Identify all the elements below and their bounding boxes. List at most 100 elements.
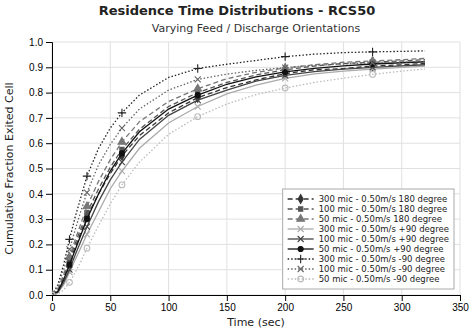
tick: 250: [336, 295, 353, 313]
legend-marker: [298, 266, 304, 272]
legend-marker: [298, 236, 304, 242]
tick-mark: [227, 295, 228, 301]
legend-label: 300 mic - 0.50m/s -90 degree: [319, 254, 445, 264]
tick-mark: [46, 270, 52, 271]
series-marker: [84, 245, 90, 251]
series-marker: [283, 69, 288, 78]
series-marker: [195, 104, 201, 110]
tick-label: 0.5: [29, 163, 43, 174]
series-marker: [119, 125, 125, 131]
tick: 0.6: [29, 138, 52, 149]
series-marker: [194, 84, 202, 91]
tick-label: 1.0: [29, 37, 43, 48]
grid-line-y: [52, 42, 460, 43]
tick: 0.0: [29, 290, 52, 301]
tick: 0.2: [29, 239, 52, 250]
tick-mark: [46, 169, 52, 170]
tick-label: 0.9: [29, 62, 43, 73]
legend-item: 50 mic - 0.50m/s -90 degree: [288, 274, 440, 284]
tick-mark: [46, 93, 52, 94]
series-marker: [83, 172, 91, 180]
x-axis: 0 50 100 150 200 250 300 350: [50, 295, 470, 313]
tick: 0: [50, 295, 56, 313]
y-axis-title: Cumulative Fraction Exited Cell: [3, 82, 16, 254]
series-marker: [84, 190, 90, 196]
tick-label: 0.4: [29, 189, 43, 200]
tick-mark: [285, 295, 286, 301]
tick: 0.1: [29, 264, 52, 275]
legend-marker: [296, 255, 304, 263]
tick-mark: [46, 42, 52, 43]
tick-label: 0.8: [29, 87, 43, 98]
tick-label: 250: [336, 302, 353, 313]
legend-label: 50 mic - 0.50m/s 180 degree: [319, 214, 442, 224]
axis-domain: [46, 43, 53, 296]
tick-label: 0.7: [29, 113, 43, 124]
tick-label: 0: [50, 302, 56, 313]
legend-marker: [298, 226, 304, 232]
tick-mark: [402, 295, 403, 301]
tick-label: 350: [452, 302, 469, 313]
tick-mark: [46, 118, 52, 119]
tick: 0.9: [29, 62, 52, 73]
grid-line-y: [52, 168, 460, 169]
tick: 300: [394, 295, 411, 313]
tick: 0.4: [29, 189, 52, 200]
chart: 0 50 100 150 200 250 300 350 0.0 0.1 0.2 0.3 0.4 0.5 0…: [0, 0, 474, 331]
legend-item: 300 mic - 0.50m/s -90 degree: [288, 254, 445, 264]
series-marker: [195, 114, 201, 120]
tick: 150: [219, 295, 236, 313]
series-marker: [67, 262, 72, 267]
series-marker: [281, 52, 289, 60]
series-marker: [119, 182, 125, 188]
tick-mark: [110, 295, 111, 301]
tick-mark: [343, 295, 344, 301]
series-marker: [118, 137, 126, 144]
legend-swatch: [288, 278, 314, 279]
tick-label: 0.3: [29, 214, 43, 225]
series-marker: [368, 48, 376, 56]
series-marker: [119, 168, 125, 174]
legend-item: 100 mic - 0.50m/s -90 degree: [288, 264, 445, 274]
title: Residence Time Distributions - RCS50: [99, 3, 376, 18]
grid: [52, 42, 460, 295]
series-marker: [282, 65, 288, 71]
series-marker: [119, 159, 125, 165]
tick: 0.8: [29, 87, 52, 98]
grid-line-y: [52, 117, 460, 118]
series-marker: [52, 292, 55, 295]
series-marker: [84, 217, 89, 222]
axis-domain: [53, 296, 461, 302]
legend-label: 100 mic - 0.50m/s +90 degree: [319, 234, 449, 244]
tick-mark: [169, 295, 170, 301]
series-marker: [370, 72, 376, 78]
legend-item: 50 mic - 0.50m/s +90 degree: [288, 244, 444, 254]
tick: 0.3: [29, 214, 52, 225]
series-marker: [194, 64, 202, 72]
series-marker: [67, 279, 73, 285]
legend-marker: [298, 246, 303, 251]
series-marker: [195, 93, 200, 98]
legend-label: 50 mic - 0.50m/s -90 degree: [319, 274, 440, 284]
tick-mark: [46, 219, 52, 220]
tick: 50: [105, 295, 117, 313]
tick: 0.7: [29, 113, 52, 124]
tick-mark: [46, 194, 52, 195]
tick-label: 0.6: [29, 138, 43, 149]
legend-box: [283, 189, 454, 289]
legend-marker: [298, 276, 304, 282]
tick-label: 0.1: [29, 264, 43, 275]
tick: 350: [452, 295, 469, 313]
plot: 0 50 100 150 200 250 300 350 0.0 0.1 0.2 0.3 0.4 0.5 0…: [29, 37, 469, 313]
legend-label: 100 mic - 0.50m/s -90 degree: [319, 264, 445, 274]
series-marker: [83, 202, 91, 209]
tick-label: 100: [161, 302, 178, 313]
legend-label: 50 mic - 0.50m/s +90 degree: [319, 244, 444, 254]
legend: 300 mic - 0.50m/s 180 degree100 mic - 0.…: [283, 189, 454, 289]
legend-marker: [299, 207, 303, 211]
legend-label: 300 mic - 0.50m/s 180 degree: [319, 194, 448, 204]
legend-item: 100 mic - 0.50m/s 180 degree: [288, 204, 448, 214]
tick: 200: [277, 295, 294, 313]
tick-label: 300: [394, 302, 411, 313]
legend-label: 300 mic - 0.50m/s +90 degree: [319, 224, 449, 234]
